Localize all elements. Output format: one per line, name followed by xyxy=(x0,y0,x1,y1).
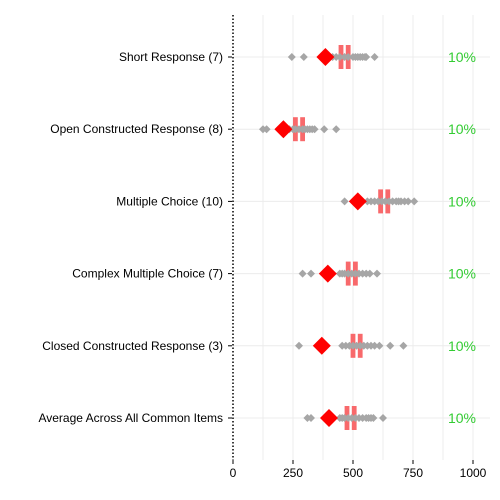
item-point xyxy=(287,53,296,61)
item-point xyxy=(298,269,307,278)
item-point xyxy=(410,197,419,206)
item-point xyxy=(404,197,413,206)
item-point xyxy=(310,125,319,134)
average-marker xyxy=(274,120,293,139)
item-point xyxy=(295,341,303,350)
average-marker xyxy=(318,264,337,283)
item-point xyxy=(262,125,271,134)
rows-layer: Short Response (7) 10%Open Constructed Re… xyxy=(38,45,476,430)
category-row: Open Constructed Response (8) 10% xyxy=(50,117,476,142)
average-marker xyxy=(316,48,335,66)
item-point xyxy=(362,53,371,61)
x-tick-label: 1000 xyxy=(460,466,487,480)
category-row: Complex Multiple Choice (7) 10% xyxy=(72,261,476,286)
item-point xyxy=(375,341,384,350)
grid-layer xyxy=(233,15,490,460)
category-row: Multiple Choice (10) 10% xyxy=(116,189,476,214)
category-label: Short Response (7) xyxy=(119,50,223,64)
category-row: Closed Constructed Response (3) 10% xyxy=(42,333,476,358)
percent-label: 10% xyxy=(448,410,476,426)
item-point xyxy=(340,197,349,206)
item-point xyxy=(332,125,341,134)
category-row: Short Response (7) 10% xyxy=(119,45,476,69)
item-point xyxy=(344,53,353,61)
item-point xyxy=(335,53,344,61)
category-label: Complex Multiple Choice (7) xyxy=(72,267,223,281)
x-tick-label: 0 xyxy=(230,466,237,480)
item-point xyxy=(307,414,315,422)
x-tick-label: 250 xyxy=(283,466,303,480)
item-point xyxy=(369,414,378,422)
percent-label: 10% xyxy=(448,193,476,209)
category-label: Open Constructed Response (8) xyxy=(50,122,223,136)
category-row: Average Across All Common Items 10% xyxy=(38,406,476,430)
percent-label: 10% xyxy=(448,266,476,282)
percent-label: 10% xyxy=(448,121,476,137)
item-point xyxy=(299,53,308,61)
average-marker xyxy=(348,192,367,211)
item-point xyxy=(370,341,379,350)
x-tick-label: 750 xyxy=(403,466,423,480)
item-point xyxy=(320,125,329,134)
item-point xyxy=(379,414,387,422)
average-marker xyxy=(312,336,331,355)
item-point xyxy=(365,269,374,278)
percent-label: 10% xyxy=(448,49,476,65)
item-point xyxy=(386,341,395,350)
category-label: Closed Constructed Response (3) xyxy=(42,339,223,353)
item-point xyxy=(370,53,379,61)
category-label: Average Across All Common Items xyxy=(38,411,223,425)
x-tick-label: 500 xyxy=(343,466,363,480)
item-point xyxy=(399,341,408,350)
percent-label: 10% xyxy=(448,338,476,354)
category-label: Multiple Choice (10) xyxy=(116,194,223,208)
axis-layer: 0 250 500 750 1000 xyxy=(230,15,487,480)
item-point xyxy=(307,269,315,278)
average-marker xyxy=(320,409,338,427)
item-point xyxy=(373,269,381,278)
